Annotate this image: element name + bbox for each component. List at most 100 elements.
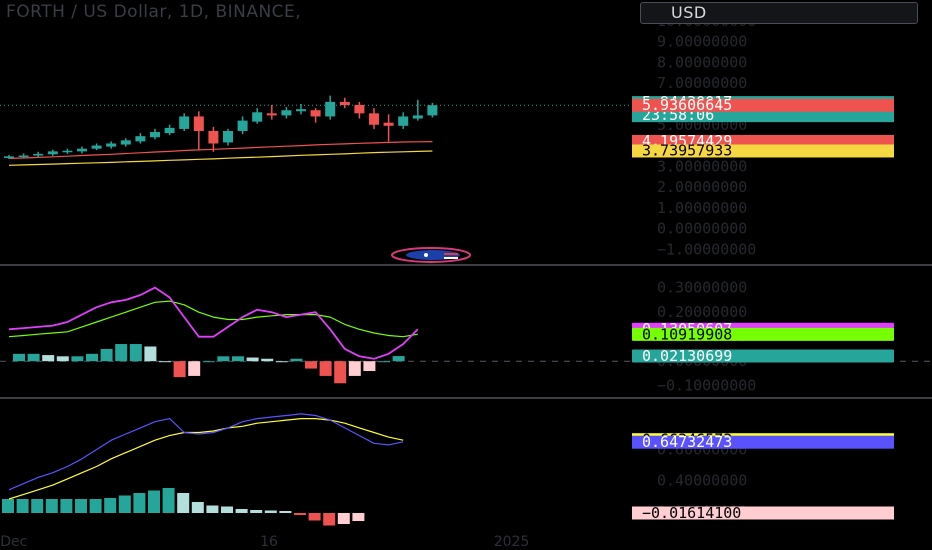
histogram-bar bbox=[129, 344, 142, 362]
histogram-bar bbox=[290, 358, 303, 362]
histogram-bar bbox=[86, 353, 98, 362]
candle-body bbox=[383, 122, 394, 126]
histogram-bar bbox=[294, 513, 306, 515]
pane-separator-1[interactable] bbox=[0, 247, 932, 266]
candle-body bbox=[91, 145, 102, 149]
histogram-bar bbox=[305, 361, 317, 369]
candle-body bbox=[296, 109, 306, 112]
candle-body bbox=[412, 115, 423, 119]
histogram-bar bbox=[275, 361, 288, 363]
histogram-bar bbox=[148, 490, 160, 513]
flag-stripe-icon bbox=[444, 253, 458, 255]
histogram-bar bbox=[71, 356, 84, 362]
oscillator-blue-line bbox=[8, 413, 404, 491]
price-tag bbox=[632, 144, 894, 158]
candle-body bbox=[339, 101, 350, 106]
y-tick-label: 7.00000000 bbox=[657, 74, 747, 92]
candle-body bbox=[62, 150, 73, 153]
candle-body bbox=[427, 105, 438, 116]
oscillator-yellow-line bbox=[8, 418, 404, 500]
histogram-bar bbox=[235, 509, 248, 513]
histogram-bar bbox=[133, 493, 146, 513]
price-pane[interactable]: 10.000000009.000000008.000000007.0000000… bbox=[0, 12, 894, 259]
histogram-bar bbox=[323, 513, 336, 526]
candle-body bbox=[310, 110, 321, 117]
price-tag-label: −0.01614100 bbox=[642, 504, 741, 522]
price-tag-label: 0.64732473 bbox=[642, 433, 732, 451]
histogram-bar bbox=[2, 499, 14, 513]
histogram-bar bbox=[173, 361, 186, 378]
candle-body bbox=[325, 101, 336, 117]
histogram-bar bbox=[89, 499, 102, 513]
price-tag bbox=[632, 506, 894, 520]
candle-body bbox=[179, 116, 190, 129]
y-tick-label: 2.00000000 bbox=[657, 178, 747, 196]
macd-line bbox=[8, 286, 419, 360]
price-tag bbox=[632, 327, 894, 341]
candle-body bbox=[120, 140, 131, 145]
candle-body bbox=[369, 113, 379, 125]
histogram-bar bbox=[221, 506, 233, 513]
histogram-bar bbox=[45, 499, 58, 513]
candle-body bbox=[33, 153, 44, 156]
y-tick-label: 0.00000000 bbox=[657, 220, 747, 238]
price-tag-label: 0.10919908 bbox=[642, 325, 732, 343]
histogram-bar bbox=[319, 361, 332, 376]
y-tick-label: 0.40000000 bbox=[657, 471, 747, 489]
price-tag-label: 0.02130699 bbox=[642, 347, 732, 365]
histogram-bar bbox=[352, 513, 365, 521]
flag-star-icon bbox=[424, 253, 428, 257]
histogram-bar bbox=[363, 361, 376, 372]
y-tick-label: 0.20000000 bbox=[657, 303, 747, 321]
histogram-bar bbox=[279, 511, 292, 513]
histogram-bar bbox=[13, 353, 25, 362]
histogram-bar bbox=[217, 356, 230, 362]
currency-label: USD bbox=[671, 3, 707, 22]
candle-body bbox=[354, 105, 365, 114]
signal-line bbox=[8, 300, 418, 338]
histogram-bar bbox=[100, 348, 113, 362]
candle-body bbox=[164, 127, 175, 134]
candle-body bbox=[252, 112, 263, 122]
y-tick-label: 9.00000000 bbox=[657, 33, 747, 51]
candle-body bbox=[223, 131, 233, 143]
price-tag bbox=[632, 98, 894, 112]
histogram-bar bbox=[264, 510, 277, 513]
histogram-bar bbox=[16, 499, 29, 513]
time-axis: Dec 16 2025 bbox=[0, 534, 529, 550]
candle-body bbox=[4, 156, 14, 159]
candle-body bbox=[77, 148, 87, 152]
histogram-bar bbox=[27, 353, 40, 362]
candle-body bbox=[266, 113, 277, 116]
macd-pane[interactable]: 0.300000000.200000000.100000000.00000000… bbox=[0, 279, 932, 399]
candle-body bbox=[47, 151, 58, 155]
price-tag bbox=[632, 349, 894, 363]
histogram-bar bbox=[162, 488, 175, 513]
candle-body bbox=[281, 110, 292, 116]
histogram-bar bbox=[31, 499, 44, 513]
candle-body bbox=[135, 136, 146, 142]
candle-body bbox=[150, 132, 160, 138]
histogram-bar bbox=[56, 356, 69, 362]
oscillator-pane[interactable]: 0.600000000.400000000.200000000.66346573… bbox=[2, 413, 894, 526]
candle-body bbox=[237, 120, 248, 131]
candle-body bbox=[106, 143, 117, 147]
candle-body bbox=[193, 116, 204, 131]
candle-body bbox=[18, 155, 29, 158]
histogram-bar bbox=[337, 513, 350, 524]
y-tick-label: −0.10000000 bbox=[657, 377, 756, 395]
histogram-bar bbox=[144, 346, 157, 362]
histogram-bar bbox=[348, 361, 361, 376]
y-tick-label: 3.00000000 bbox=[657, 157, 747, 175]
currency-button[interactable]: USD bbox=[640, 2, 918, 24]
candle-body bbox=[208, 131, 219, 144]
histogram-bar bbox=[191, 502, 204, 513]
candle-body bbox=[398, 116, 409, 126]
price-tag-label: 5.93606645 bbox=[642, 96, 732, 114]
histogram-bar bbox=[202, 361, 215, 363]
histogram-bar bbox=[75, 499, 87, 513]
chart-title: FORTH / US Dollar, 1D, BINANCE, bbox=[6, 2, 301, 22]
histogram-bar bbox=[250, 510, 263, 513]
histogram-bar bbox=[246, 357, 259, 362]
